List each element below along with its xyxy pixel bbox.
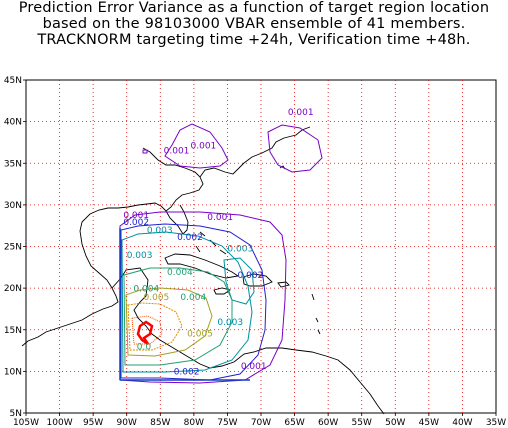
lat-tick-label: 15N [4,326,22,336]
lat-tick-label: 30N [4,201,22,211]
lat-tick-label: 40N [4,118,22,128]
lon-tick-label: 40W [452,418,472,428]
title-line-3: TRACKNORM targeting time +24h, Verificat… [37,32,471,48]
lon-tick-label: 95W [83,418,103,428]
lon-tick-label: 80W [184,418,204,428]
contour-label: 0.001 [191,141,217,151]
contour-label: 0.001 [207,213,233,223]
contour-label: 0.002 [174,368,200,378]
contour-0-002 [120,223,267,381]
contour-label: 0.001 [288,108,314,118]
contour-0-001 [119,211,287,384]
lon-tick-label: 45W [419,418,439,428]
contour-0-007 [131,315,163,345]
contour-label: 0.003 [147,226,173,236]
contour-label: 0.002 [123,218,149,228]
lat-tick-label: 45N [4,76,22,86]
contour-0-005 [125,287,213,357]
contour-label: 0.004 [133,284,159,294]
coastline-florida [165,204,189,235]
island-hispaniola [242,273,273,287]
contour-label: 0.002 [238,271,264,281]
contour-label: 0.004 [180,293,206,303]
contour-label: 0.002 [177,233,203,243]
lon-tick-label: 60W [318,418,338,428]
lat-tick-label: 25N [4,243,22,253]
lon-tick-label: 105W [13,418,39,428]
lat-tick-label: 35N [4,159,22,169]
title-line-1: Prediction Error Variance as a function … [18,0,490,16]
contour-max [136,320,154,346]
contour-label: 0.005 [187,329,213,339]
lon-tick-label: 55W [352,418,372,428]
lon-tick-label: 85W [150,418,170,428]
figure-title: Prediction Error Variance as a function … [0,0,508,48]
contour-label: 0.001 [164,146,190,156]
lat-tick-label: 10N [4,367,22,377]
coastline-south-america [233,347,385,415]
islands-lesser-antilles [311,293,321,335]
coastline-central-america [111,267,235,369]
lon-tick-label: 75W [217,418,237,428]
lon-tick-label: 35W [486,418,506,428]
lon-tick-label: 65W [284,418,304,428]
coastline-northeast [199,126,311,178]
contour-rect-edge [119,228,250,381]
island-puerto-rico [277,281,290,288]
title-line-2: based on the 98103000 VBAR ensemble of 4… [42,16,466,32]
contour-label: 0.005 [144,293,170,303]
contour-label: 0.003 [127,251,153,261]
contour-label: 0.0 [137,343,152,353]
contour-0-003 [121,231,255,373]
lat-tick-label: 5N [10,409,22,419]
lon-tick-label: 50W [385,418,405,428]
coastline-north-america [21,147,204,347]
contour-label: 0.003 [217,318,243,328]
contour-0-004 [123,267,233,366]
contour-0-001-north [142,123,323,173]
island-jamaica [213,287,232,295]
lat-tick-label: 20N [4,284,22,294]
lon-tick-label: 90W [117,418,137,428]
contour-label: 0.004 [167,268,193,278]
island-cuba [164,253,240,279]
lon-tick-label: 100W [47,418,73,428]
contour-label: 0.001 [123,211,149,221]
contour-0-006 [127,302,183,351]
islands-bahamas [195,231,227,255]
contour-label: 0.001 [241,362,267,372]
lon-tick-label: 70W [251,418,271,428]
contour-label: 0.003 [227,244,253,254]
